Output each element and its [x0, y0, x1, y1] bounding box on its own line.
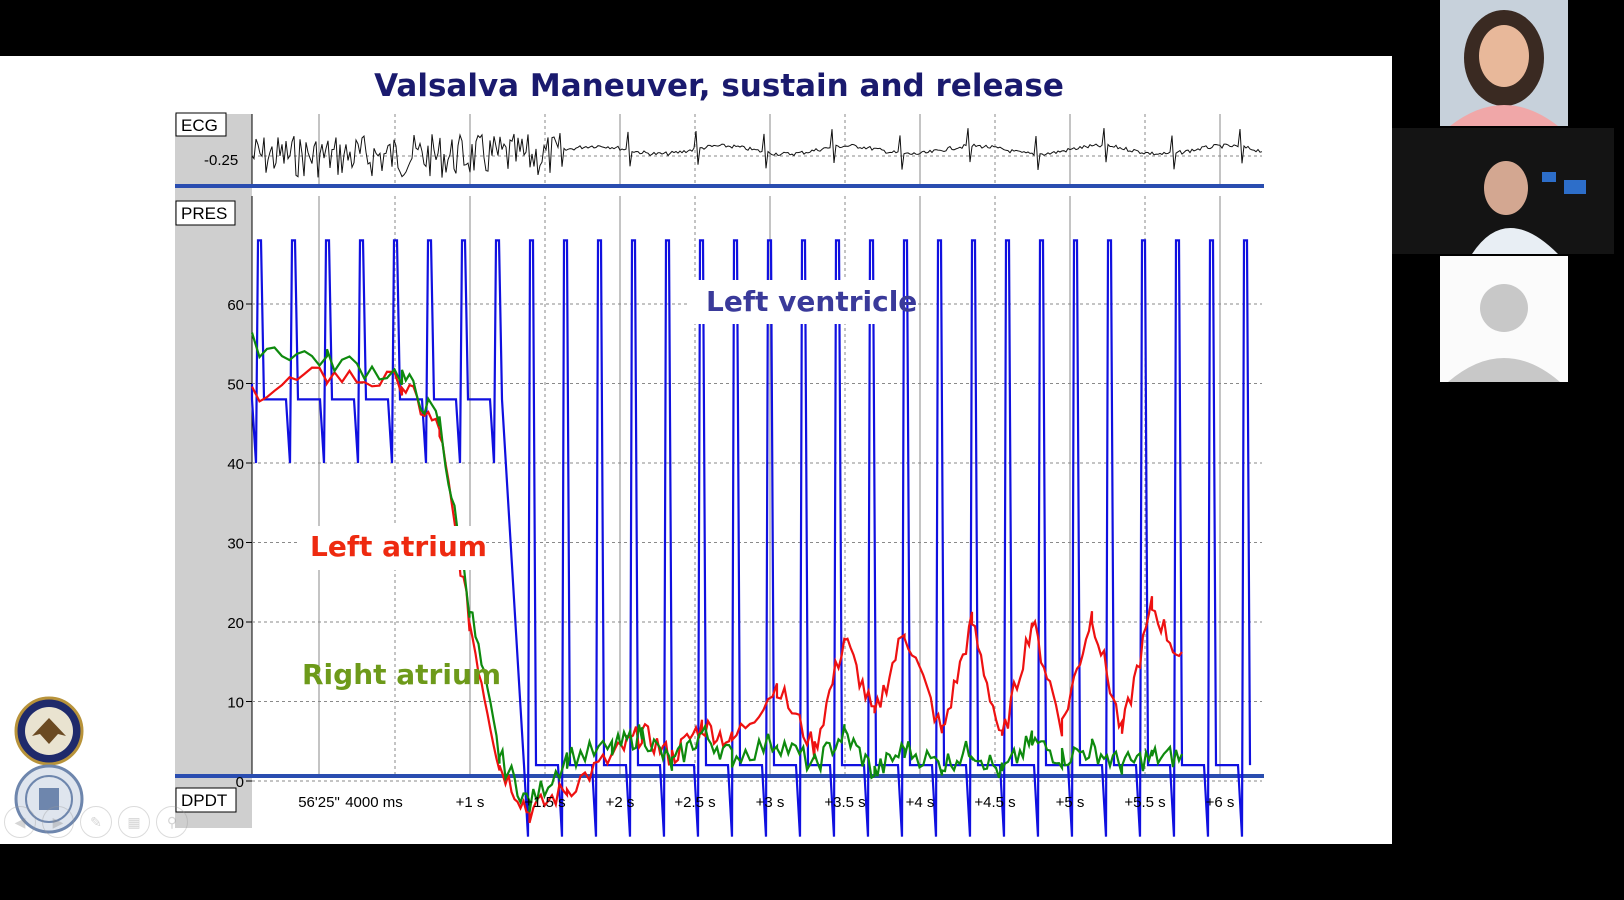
time-axis-label: +3.5 s — [824, 794, 865, 811]
dpdt-label-box — [175, 787, 237, 813]
time-axis-label: +4.5 s — [974, 794, 1015, 811]
y-tick-label: 30 — [227, 536, 244, 553]
series-left-ventricle — [250, 239, 1252, 837]
pen-icon[interactable]: ✎ — [80, 806, 112, 838]
y-tick-label: 60 — [227, 297, 244, 314]
series-layer — [250, 239, 1252, 837]
time-axis-label: +6 s — [1206, 794, 1235, 811]
ecg-label: ECG — [181, 116, 218, 135]
dpdt-label: DPDT — [181, 791, 227, 810]
series-right-atrium — [250, 332, 1184, 813]
va-seal-icon — [14, 696, 84, 766]
panel-separator-bottom — [175, 774, 1264, 778]
series-left-atrium — [251, 366, 1183, 824]
y-tick-label: 20 — [227, 615, 244, 632]
y-tick-label: 50 — [227, 377, 244, 394]
chart-grid — [252, 114, 1262, 782]
lv-annotation-bg — [690, 280, 900, 324]
slide-title: Valsalva Maneuver, sustain and release — [374, 68, 1064, 104]
participant-1-video[interactable] — [1440, 0, 1568, 126]
ecg-label-box — [175, 112, 227, 137]
time-axis-labels: 56'25" 4000 ms +1 s +1.5 s +2 s +2.5 s +3 s +3.… — [298, 794, 1234, 811]
slide: Valsalva Maneuver, sustain and release E… — [0, 56, 1392, 844]
y-tick-label: 10 — [227, 695, 244, 712]
time-axis-label: +1.5 s — [524, 794, 565, 811]
next-slide-icon[interactable]: ▶ — [42, 806, 74, 838]
time-axis-label: +2.5 s — [674, 794, 715, 811]
zoom-icon[interactable]: ⚲ — [156, 806, 188, 838]
time-axis-label: +3 s — [756, 794, 785, 811]
la-annotation-bg — [300, 526, 480, 570]
pressure-tracing-chart: ECG -0.25 PRES 60 50 40 30 20 10 0 DPDT 56'25"… — [175, 112, 1264, 837]
ecg-waveform — [251, 128, 1263, 178]
participant-3-avatar[interactable] — [1440, 256, 1568, 382]
participant-2-video[interactable] — [1392, 128, 1614, 254]
time-axis-label: 4000 ms — [345, 794, 403, 811]
previous-slide-icon[interactable]: ◀ — [4, 806, 36, 838]
slides-icon[interactable]: ▦ — [118, 806, 150, 838]
left-label-column — [175, 114, 252, 828]
panel-separator-top — [175, 184, 1264, 188]
time-axis-label: +4 s — [906, 794, 935, 811]
pres-label: PRES — [181, 204, 227, 223]
time-axis-label: +5 s — [1056, 794, 1085, 811]
time-axis-label: +5.5 s — [1124, 794, 1165, 811]
left-atrium-annotation: Left atrium — [310, 530, 487, 563]
participant-gallery — [1392, 0, 1624, 382]
pres-label-box — [175, 200, 236, 226]
time-axis-label: +1 s — [456, 794, 485, 811]
time-axis-label: 56'25" — [298, 794, 340, 811]
y-tick-labels: 60 50 40 30 20 10 0 — [227, 297, 252, 791]
left-ventricle-annotation: Left ventricle — [706, 285, 917, 318]
right-atrium-annotation: Right atrium — [302, 658, 501, 691]
ecg-tick: -0.25 — [204, 152, 238, 169]
slide-toolbar: ◀ ▶ ✎ ▦ ⚲ — [4, 806, 188, 838]
y-tick-label: 0 — [236, 774, 244, 791]
time-axis-label: +2 s — [606, 794, 635, 811]
ecg-trace — [251, 128, 1263, 178]
y-tick-label: 40 — [227, 456, 244, 473]
